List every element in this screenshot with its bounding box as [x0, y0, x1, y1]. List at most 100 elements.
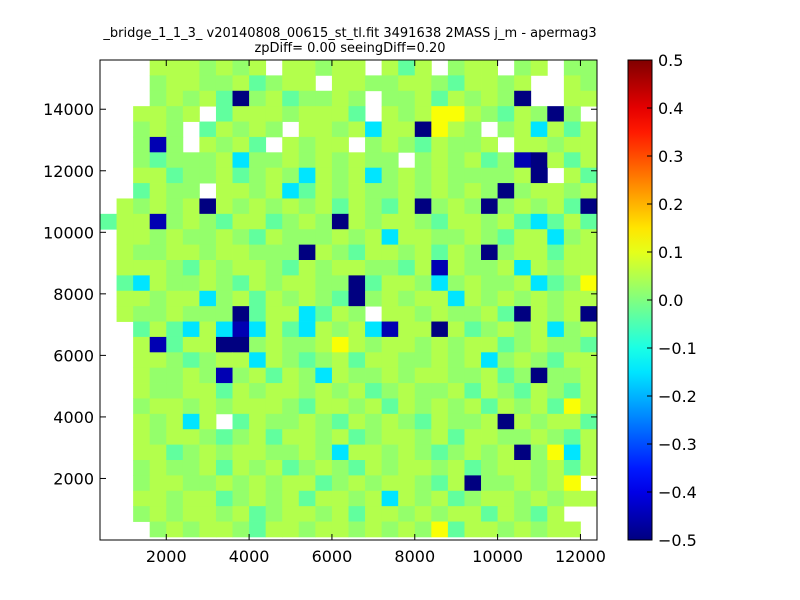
- heatmap-cell: [563, 121, 581, 138]
- heatmap-cell: [331, 490, 349, 507]
- heatmap-cell: [530, 152, 548, 169]
- heatmap-cell: [414, 321, 432, 338]
- heatmap-cell: [514, 183, 532, 199]
- heatmap-cell: [365, 275, 383, 292]
- heatmap-cell: [398, 275, 416, 292]
- heatmap-cell: [514, 198, 532, 215]
- heatmap-cell: [365, 475, 383, 492]
- heatmap-cell: [282, 490, 300, 507]
- colorbar-tick-label: 0.1: [658, 243, 683, 262]
- heatmap-cell: [530, 167, 548, 184]
- heatmap-cell: [381, 75, 399, 92]
- heatmap-cell: [265, 444, 283, 461]
- heatmap-cell: [547, 521, 565, 538]
- heatmap-cell: [265, 106, 283, 122]
- heatmap-cell: [497, 229, 515, 246]
- heatmap-cell: [315, 321, 333, 338]
- heatmap-cell: [315, 367, 333, 384]
- heatmap-cell: [282, 413, 300, 430]
- heatmap-cell: [431, 383, 449, 399]
- heatmap-cell: [563, 444, 581, 461]
- heatmap-cell: [315, 260, 333, 276]
- heatmap-cell: [265, 398, 283, 415]
- heatmap-cell: [215, 60, 233, 76]
- heatmap-cell: [249, 506, 267, 522]
- heatmap-cell: [348, 367, 366, 384]
- heatmap-cell: [381, 198, 399, 215]
- heatmap-cell: [265, 75, 283, 92]
- heatmap-cell: [348, 152, 366, 169]
- heatmap-cell: [381, 229, 399, 246]
- heatmap-cell: [149, 260, 167, 276]
- heatmap-cell: [232, 260, 250, 276]
- heatmap-cell: [232, 90, 250, 107]
- heatmap-cell: [431, 413, 449, 430]
- heatmap-cell: [298, 167, 316, 184]
- heatmap-cell: [249, 290, 267, 307]
- heatmap-cell: [298, 352, 316, 369]
- heatmap-cell: [414, 167, 432, 184]
- heatmap-cell: [365, 398, 383, 415]
- heatmap-cell: [182, 352, 200, 369]
- heatmap-cell: [315, 198, 333, 215]
- heatmap-cell: [398, 290, 416, 307]
- heatmap-cell: [414, 506, 432, 522]
- heatmap-cell: [431, 244, 449, 261]
- heatmap-cell: [166, 475, 184, 492]
- heatmap-cell: [414, 90, 432, 107]
- heatmap-cell: [514, 460, 532, 476]
- heatmap-cell: [215, 167, 233, 184]
- heatmap-cell: [149, 321, 167, 338]
- heatmap-cell: [199, 460, 217, 476]
- heatmap-cell: [530, 506, 548, 522]
- heatmap-cell: [431, 121, 449, 138]
- heatmap-cell: [133, 383, 151, 399]
- heatmap-cell: [563, 152, 581, 169]
- heatmap-cell: [365, 321, 383, 338]
- heatmap-cell: [232, 444, 250, 461]
- heatmap-cell: [166, 490, 184, 507]
- heatmap-cell: [464, 121, 482, 138]
- heatmap-cell: [331, 444, 349, 461]
- heatmap-cell: [348, 383, 366, 399]
- heatmap-cell: [481, 183, 498, 199]
- heatmap-cell: [530, 275, 548, 292]
- heatmap-cell: [530, 136, 548, 153]
- heatmap-cell: [365, 244, 383, 261]
- heatmap-cell: [398, 413, 416, 430]
- heatmap-cell: [331, 183, 349, 199]
- heatmap-cell: [365, 429, 383, 446]
- heatmap-cell: [232, 352, 250, 369]
- heatmap-cell: [365, 352, 383, 369]
- colorbar-tick-label: 0.2: [658, 195, 683, 214]
- heatmap-cell: [563, 60, 581, 76]
- heatmap-cell: [464, 444, 482, 461]
- heatmap-cell: [348, 444, 366, 461]
- heatmap-cell: [182, 321, 200, 338]
- heatmap-cell: [331, 521, 349, 538]
- heatmap-cell: [100, 213, 117, 230]
- heatmap-cell: [199, 75, 217, 92]
- heatmap-cell: [464, 183, 482, 199]
- heatmap-cell: [563, 183, 581, 199]
- heatmap-cell: [431, 198, 449, 215]
- heatmap-cell: [514, 336, 532, 353]
- heatmap-cell: [365, 290, 383, 307]
- heatmap-cell: [431, 321, 449, 338]
- heatmap-cell: [381, 213, 399, 230]
- heatmap-cell: [464, 352, 482, 369]
- heatmap-cell: [447, 121, 465, 138]
- heatmap-cell: [497, 352, 515, 369]
- heatmap-cell: [116, 244, 134, 261]
- heatmap-cell: [331, 90, 349, 107]
- heatmap-cell: [166, 290, 184, 307]
- heatmap-cell: [464, 506, 482, 522]
- heatmap-cell: [149, 429, 167, 446]
- heatmap-cell: [514, 490, 532, 507]
- heatmap-cell: [315, 183, 333, 199]
- heatmap-cell: [331, 413, 349, 430]
- heatmap-cell: [530, 444, 548, 461]
- heatmap-cell: [249, 244, 267, 261]
- heatmap-cell: [530, 260, 548, 276]
- heatmap-cell: [282, 275, 300, 292]
